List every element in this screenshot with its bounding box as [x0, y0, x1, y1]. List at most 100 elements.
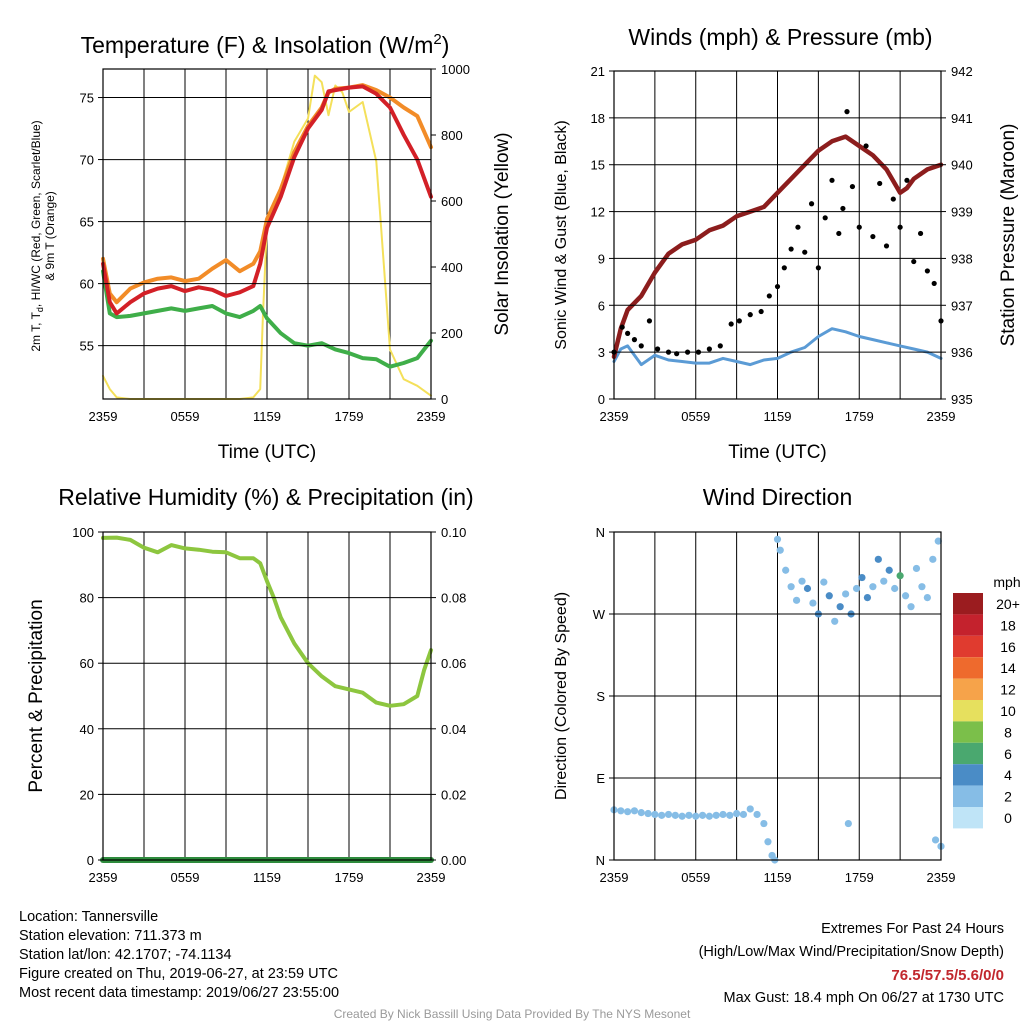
extremes-title: Extremes For Past 24 Hours: [821, 921, 1004, 937]
legend-label: 14: [1000, 660, 1016, 676]
y-tick-label: 55: [80, 339, 94, 354]
x-tick-label: 1159: [253, 409, 281, 424]
x-tick-label: 1159: [764, 870, 792, 885]
x-tick-label: 2359: [600, 870, 629, 885]
y-tick-label: 100: [72, 525, 94, 540]
y-tick-label: 0: [87, 853, 94, 868]
y2-tick-label: 0.08: [441, 591, 466, 606]
y-tick-label: 15: [591, 158, 605, 173]
y2-tick-label: 0.06: [441, 656, 466, 671]
x-tick-label: 1759: [845, 870, 874, 885]
direction-point: [678, 812, 686, 820]
direction-point: [869, 583, 877, 591]
y-tick-label: 18: [591, 111, 605, 126]
gust-point: [829, 177, 835, 183]
series-2m-temperature: [101, 84, 433, 316]
legend-label: 20+: [996, 596, 1020, 612]
direction-point: [798, 577, 806, 585]
legend-swatch: [953, 721, 983, 743]
y-tick-label: 80: [80, 591, 94, 606]
plot-frame: [613, 70, 942, 400]
y2-tick-label: 0.00: [441, 853, 466, 868]
direction-point: [907, 603, 915, 611]
legend-swatch: [953, 593, 983, 615]
direction-point: [664, 810, 673, 819]
direction-point: [836, 603, 844, 611]
y-tick-label: N: [596, 525, 605, 540]
direction-point: [671, 811, 679, 819]
x-tick-label: 0559: [171, 870, 200, 885]
direction-point: [820, 578, 828, 586]
legend-label: 12: [1000, 682, 1016, 698]
direction-point: [792, 596, 801, 604]
direction-point: [931, 836, 940, 844]
gust-point: [795, 224, 801, 230]
legend-swatch: [953, 742, 983, 765]
gust-point: [638, 343, 644, 349]
credit-line: Created By Nick Bassill Using Data Provi…: [333, 1007, 691, 1021]
direction-point: [929, 555, 937, 563]
y-tick-label: S: [596, 689, 605, 704]
series-sonic-wind: [612, 327, 943, 367]
direction-point: [782, 566, 790, 574]
x-tick-label: 2359: [89, 870, 118, 885]
gust-point: [890, 196, 896, 202]
gust-point: [840, 205, 846, 212]
gust-point: [931, 280, 937, 287]
y-tick-label: 40: [80, 722, 94, 737]
y-tick-label: 60: [80, 656, 94, 671]
gust-point: [781, 265, 787, 271]
legend-label: 6: [1004, 746, 1012, 762]
gust-point: [766, 293, 772, 299]
gust-point: [646, 318, 653, 324]
direction-point: [874, 555, 882, 563]
legend-swatch: [953, 614, 983, 636]
gust-point: [856, 224, 862, 230]
x-tick-label: 0559: [681, 870, 710, 885]
y-axis-label: 2m T, Td, HI/WC (Red, Green, Scarlet/Blu…: [29, 120, 57, 351]
direction-point: [733, 809, 741, 818]
x-axis-label: Time (UTC): [728, 442, 827, 463]
direction-point: [637, 809, 645, 817]
legend-swatch: [953, 678, 983, 700]
legend-label: 0: [1004, 810, 1012, 826]
direction-point: [842, 590, 850, 598]
gust-point: [788, 246, 794, 252]
gust-point: [808, 201, 815, 207]
direction-point: [831, 617, 839, 625]
gust-point: [717, 343, 723, 349]
direction-point: [880, 577, 888, 585]
chart-title: Winds (mph) & Pressure (mb): [628, 24, 932, 50]
legend-label: 2: [1004, 789, 1012, 805]
gust-point: [758, 308, 764, 315]
gust-point: [774, 283, 781, 290]
direction-point: [764, 838, 772, 846]
plot-frame: [102, 68, 432, 400]
y-tick-label: 70: [80, 153, 94, 168]
y-tick-label: E: [596, 771, 605, 786]
direction-point: [746, 805, 754, 813]
y-tick-label: N: [596, 853, 605, 868]
gust-point: [625, 330, 631, 336]
direction-point: [901, 592, 910, 600]
gust-point: [802, 249, 808, 255]
direction-point: [918, 583, 926, 591]
direction-point: [787, 583, 795, 591]
max-gust: Max Gust: 18.4 mph On 06/27 at 1730 UTC: [723, 990, 1004, 1006]
direction-point: [863, 594, 872, 602]
legend-swatch: [953, 635, 983, 658]
direction-point: [896, 572, 904, 580]
direction-point: [776, 546, 784, 554]
direction-point: [923, 594, 931, 602]
legend-label: 4: [1004, 767, 1012, 783]
x-tick-label: 2359: [927, 870, 956, 885]
y-tick-label: 3: [598, 345, 605, 360]
gust-point: [706, 346, 712, 352]
direction-point: [844, 819, 852, 828]
x-tick-label: 0559: [681, 409, 710, 424]
chart-title: Relative Humidity (%) & Precipitation (i…: [58, 484, 473, 510]
x-tick-label: 1159: [764, 409, 792, 424]
y2-tick-label: 941: [951, 111, 973, 126]
direction-point: [753, 810, 761, 819]
